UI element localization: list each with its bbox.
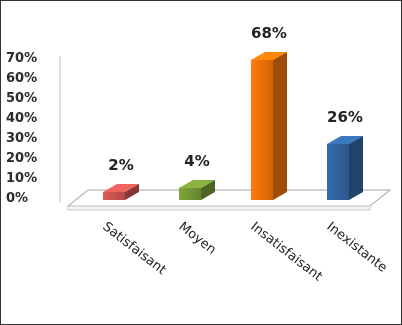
bar-top-face [251,52,287,60]
bar-front-face [103,192,125,200]
bar-insatisfaisant [251,52,287,200]
y-tick-label: 30% [6,131,37,146]
bar-side-face [349,136,363,200]
bar-side-face [201,180,215,200]
y-tick-label: 10% [6,171,37,186]
bar-top-face [103,184,139,192]
data-label: 68% [251,24,287,42]
bar-front-face [327,144,349,200]
data-label: 2% [108,156,133,174]
bar-top-face [179,180,215,188]
data-label: 26% [327,108,363,126]
x-category-label: Insatisfaisant [248,219,325,284]
x-category-label: Satisfaisant [100,219,169,278]
bar-moyen [179,180,215,200]
y-tick-label: 50% [6,91,37,106]
bar-front-face [251,60,273,200]
bar-side-face [125,184,139,200]
y-tick-label: 60% [6,71,37,86]
data-label: 4% [184,152,209,170]
x-category-label: Inexistante [324,219,390,275]
y-tick-label: 0% [6,191,28,206]
bar-satisfaisant [103,184,139,200]
y-tick-label: 20% [6,151,37,166]
bar-top-face [327,136,363,144]
y-tick-label: 40% [6,111,37,126]
bar-inexistante [327,136,363,200]
chart-floor-edge [67,205,371,211]
bar-front-face [179,188,201,200]
bar-side-face [273,52,287,200]
x-category-label: Moyen [176,219,219,257]
y-tick-label: 70% [6,51,37,66]
